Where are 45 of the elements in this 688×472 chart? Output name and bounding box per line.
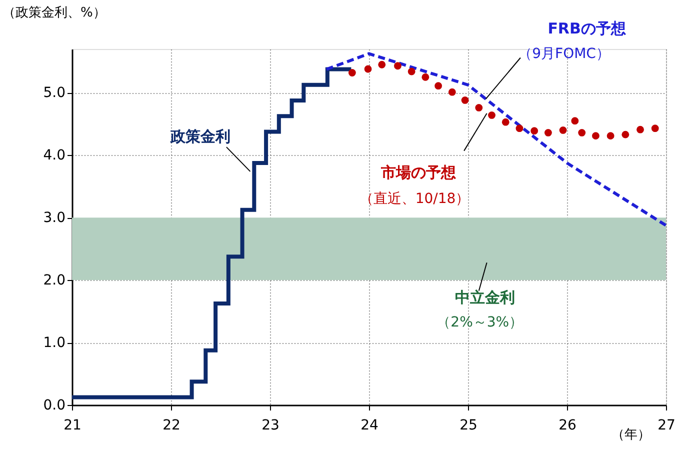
y-tick-label: 4.0 <box>43 148 66 164</box>
point <box>606 132 614 140</box>
point <box>622 130 630 138</box>
x-tick-label: 26 <box>558 418 576 434</box>
point <box>559 126 567 134</box>
text: FRBの予想 <box>548 19 627 38</box>
point <box>422 73 430 81</box>
point <box>530 127 538 135</box>
x-tick-label: 21 <box>64 418 82 434</box>
y-tick-label: 1.0 <box>43 335 66 352</box>
point <box>544 128 552 136</box>
point <box>651 124 659 132</box>
point <box>571 117 579 125</box>
point <box>448 88 456 96</box>
y-tick-label: 3.0 <box>43 210 66 226</box>
point <box>475 104 483 112</box>
point <box>461 96 469 104</box>
y-tick-label: 5.0 <box>43 85 66 102</box>
point <box>502 118 510 126</box>
point <box>636 126 644 134</box>
x-tick-label: 22 <box>162 418 180 434</box>
text: 市場の予想 <box>380 164 457 182</box>
point <box>394 62 402 70</box>
point <box>488 112 496 119</box>
annotation: （直近、10/18） <box>359 190 470 207</box>
x-tick-label: 25 <box>460 418 478 434</box>
y-tick-label: 2.0 <box>43 272 66 289</box>
x-tick-label: 23 <box>262 418 280 434</box>
y-axis-title: （政策金利、%） <box>2 6 106 20</box>
point <box>348 69 356 76</box>
annotation: （2%～3%） <box>436 314 524 331</box>
series-label: 政策金利 <box>170 127 231 146</box>
point <box>408 68 416 76</box>
point <box>578 128 586 136</box>
x-tick-label: 27 <box>658 418 676 434</box>
x-axis-title: （年） <box>612 428 650 442</box>
band-label: 中立金利 <box>454 288 515 307</box>
point <box>364 65 372 73</box>
point <box>378 60 386 68</box>
point <box>516 124 524 132</box>
annotation: （9月FOMC） <box>518 46 610 62</box>
x-tick-label: 24 <box>360 418 378 434</box>
point <box>434 82 442 90</box>
y-tick-label: 0.0 <box>43 398 66 414</box>
point <box>592 132 600 140</box>
